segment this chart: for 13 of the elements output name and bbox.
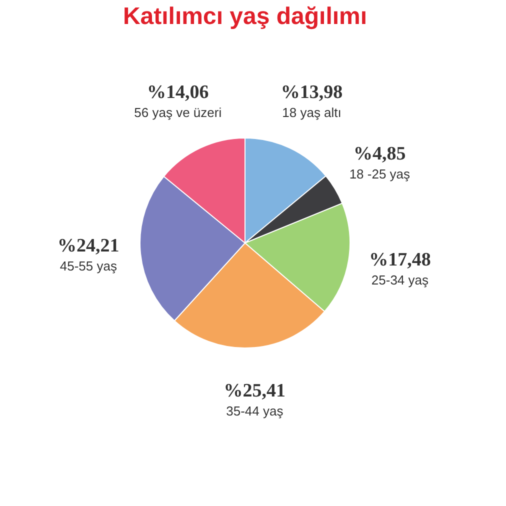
slice-label: 35-44 yaş	[226, 404, 284, 419]
data-label: %4,85	[354, 143, 406, 164]
chart-title: Katılımcı yaş dağılımı	[122, 3, 368, 30]
data-label: %24,21	[58, 236, 120, 257]
slice-label: 18 yaş altı	[282, 104, 342, 120]
data-label: %14,06	[147, 82, 209, 104]
data-label: %13,98	[280, 82, 343, 103]
slice-label: 25-34 yaş	[371, 272, 429, 288]
data-label: %17,48	[369, 249, 431, 270]
slice-label: 56 yaş ve üzeri	[134, 105, 222, 120]
slice-label: 18 -25 yaş	[349, 166, 411, 182]
data-label: %25,41	[224, 380, 286, 402]
slice-label: 45-55 yaş	[60, 258, 118, 274]
